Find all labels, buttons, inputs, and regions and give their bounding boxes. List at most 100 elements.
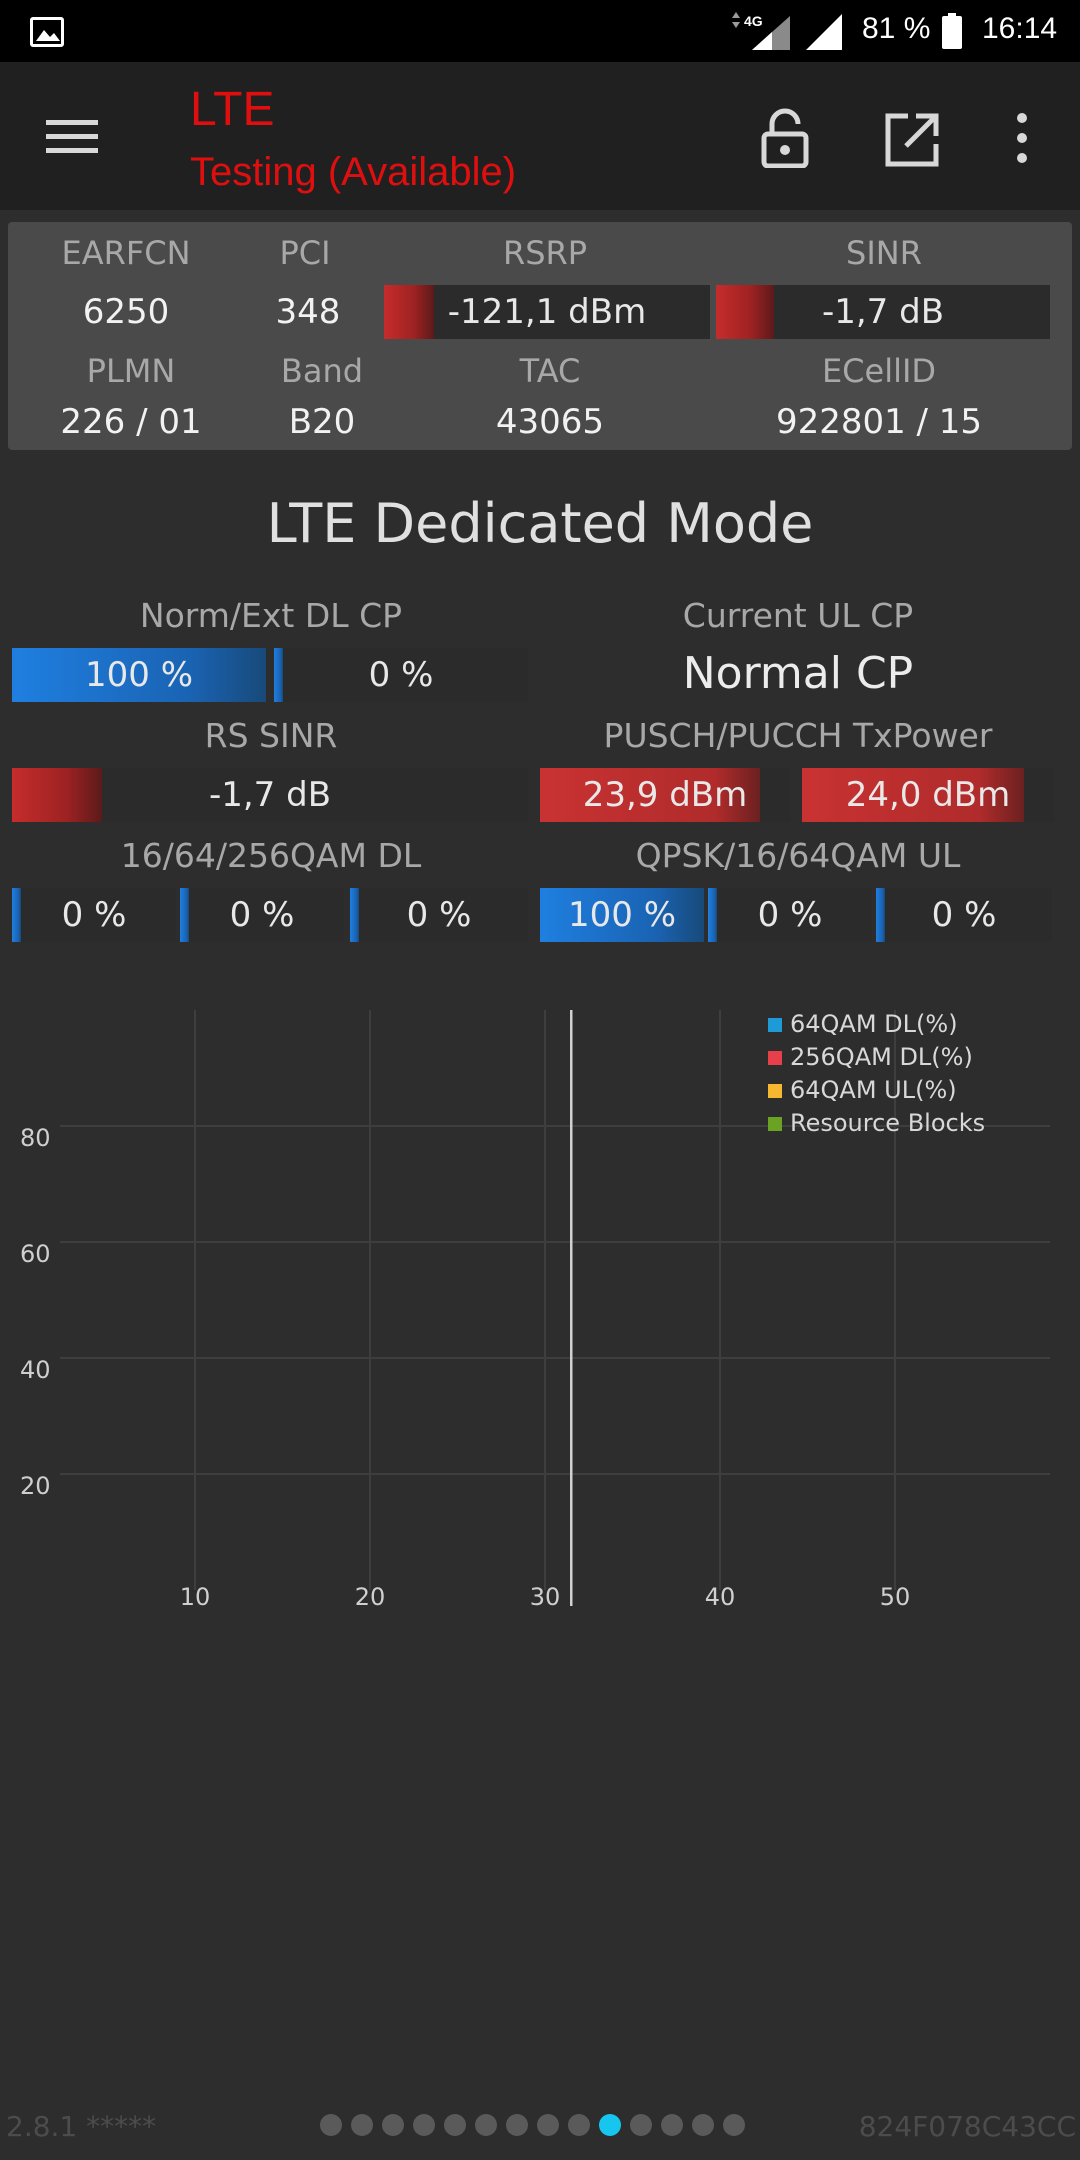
ext-cp-bar-fill [274,648,283,702]
ecellid-value: 922801 / 15 [775,402,983,442]
x-tick-label: 10 [180,1583,211,1611]
page-dot[interactable] [661,2114,683,2136]
app-bar: LTE Testing (Available) [0,62,1080,210]
rs-sinr-value: -1,7 dB [208,775,332,815]
qam64-ul-value: 0 % [931,895,997,935]
battery-icon [942,13,962,49]
sinr-value: -1,7 dB [821,292,945,332]
current-ul-cp-label: Current UL CP [682,596,914,635]
pci-value: 348 [275,292,341,332]
pci-label: PCI [279,234,331,272]
qam64-dl-bar: 0 % [180,888,344,942]
y-tick-label: 60 [20,1240,51,1268]
norm-ext-dl-cp-label: Norm/Ext DL CP [139,596,403,635]
qam-ul-label: QPSK/16/64QAM UL [635,836,961,875]
page-dot[interactable] [723,2114,745,2136]
norm-cp-bar: 100 % [12,648,266,702]
open-external-icon[interactable] [884,112,940,168]
qpsk-ul-value: 100 % [567,895,676,935]
pusch-power-value: 23,9 dBm [582,775,748,815]
page-dot[interactable] [413,2114,435,2136]
rs-sinr-bar: -1,7 dB [12,768,528,822]
cell-info-panel: EARFCN PCI RSRP SINR 6250 348 -121,1 dBm… [8,222,1072,450]
version-label: 2.8.1 ***** [6,2110,157,2143]
ecellid-label: ECellID [821,352,937,390]
x-tick-label: 20 [355,1583,386,1611]
ext-cp-bar: 0 % [274,648,528,702]
page-subtitle: Testing (Available) [190,150,517,194]
page-dot[interactable] [320,2114,342,2136]
device-id-label: 824F078C43CC [858,2110,1076,2143]
rsrp-bar-fill [384,285,434,339]
pucch-power-bar-fill [802,768,1024,822]
y-tick-label: 80 [20,1124,51,1152]
qam64-ul-bar-fill [876,888,885,942]
page-dot[interactable] [599,2114,621,2136]
page-dot[interactable] [444,2114,466,2136]
page-dot[interactable] [537,2114,559,2136]
tac-value: 43065 [495,402,605,442]
rsrp-label: RSRP [502,234,588,272]
plmn-value: 226 / 01 [60,402,202,442]
legend-label: Resource Blocks [790,1109,985,1137]
page-dot[interactable] [506,2114,528,2136]
more-options-icon[interactable] [1008,110,1036,166]
qam16-ul-bar: 0 % [708,888,872,942]
pusch-power-bar-fill [540,768,760,822]
qpsk-ul-bar: 100 % [540,888,704,942]
page-title: LTE [190,83,275,136]
section-title: LTE Dedicated Mode [266,492,814,555]
y-tick-label: 40 [20,1356,51,1384]
sinr-bar-fill [716,285,774,339]
page-dot[interactable] [382,2114,404,2136]
legend-label: 256QAM DL(%) [790,1043,973,1071]
norm-cp-value: 100 % [84,655,193,695]
legend-swatch [768,1018,782,1032]
qam16-ul-bar-fill [708,888,717,942]
legend-label: 64QAM DL(%) [790,1010,958,1038]
qam-dl-label: 16/64/256QAM DL [120,836,422,875]
qpsk-ul-bar-fill [540,888,704,942]
tac-label: TAC [519,352,581,390]
pusch-power-bar: 23,9 dBm [540,768,790,822]
qam256-dl-value: 0 % [406,895,472,935]
page-indicator [320,2114,745,2136]
page-dot[interactable] [630,2114,652,2136]
page-dot[interactable] [351,2114,373,2136]
y-tick-label: 20 [20,1472,51,1500]
earfcn-label: EARFCN [61,234,191,272]
plmn-label: PLMN [86,352,176,390]
x-tick-label: 30 [530,1583,561,1611]
page-dot[interactable] [692,2114,714,2136]
qam64-dl-value: 0 % [229,895,295,935]
qam16-ul-value: 0 % [757,895,823,935]
txpower-label: PUSCH/PUCCH TxPower [603,716,993,755]
rs-sinr-bar-fill [12,768,102,822]
legend-swatch [768,1051,782,1065]
menu-icon[interactable] [46,116,98,156]
pucch-power-value: 24,0 dBm [845,775,1011,815]
x-tick-label: 50 [880,1583,911,1611]
pucch-power-bar: 24,0 dBm [802,768,1054,822]
rs-sinr-label: RS SINR [204,716,338,755]
ext-cp-value: 0 % [368,655,434,695]
battery-percent: 81 % [862,12,931,45]
mobile-data-signal-icon: 4G [732,12,790,50]
network-type-label: 4G [744,13,763,29]
modulation-chart: 10 20 30 40 50 20 40 60 80 64QAM DL(%) 256QAM DL(%… [20,1010,1050,1611]
rsrp-value: -121,1 dBm [447,292,647,332]
qam256-dl-bar-fill [350,888,359,942]
qam16-dl-bar-fill [12,888,21,942]
clock: 16:14 [982,12,1058,45]
legend-swatch [768,1117,782,1131]
page-dot[interactable] [475,2114,497,2136]
legend-swatch [768,1084,782,1098]
rsrp-bar: -121,1 dBm [384,285,710,339]
qam64-dl-bar-fill [180,888,189,942]
page-dot[interactable] [568,2114,590,2136]
band-label: Band [280,352,364,390]
unlock-icon[interactable] [760,108,810,168]
norm-cp-bar-fill [12,648,266,702]
qam16-dl-value: 0 % [61,895,127,935]
wifi-signal-icon [806,14,842,50]
